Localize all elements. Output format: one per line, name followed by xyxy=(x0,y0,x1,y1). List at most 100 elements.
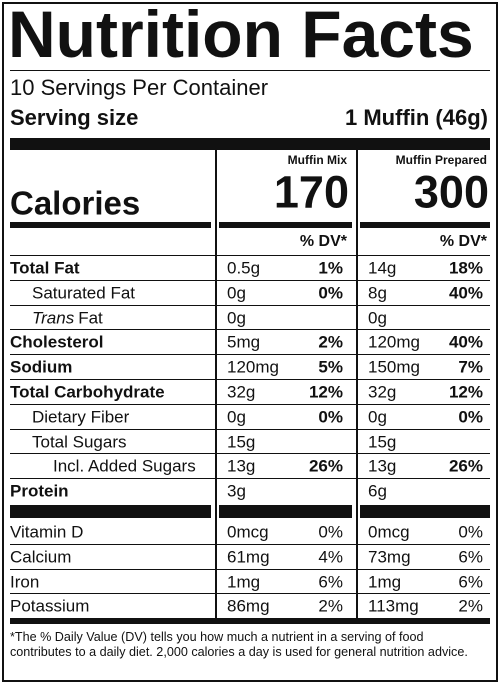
nutrient-name: Total Fat xyxy=(10,258,80,278)
nutrient-name: Sodium xyxy=(10,357,73,377)
amount: 0mcg xyxy=(368,522,410,542)
nutrient-name: Incl. Added Sugars xyxy=(53,456,196,476)
amount: 0g xyxy=(368,407,387,427)
rule xyxy=(10,505,211,518)
rule xyxy=(360,505,490,518)
amount: 32g xyxy=(227,382,256,402)
nutrient-name: Calcium xyxy=(10,547,72,567)
amount: 13g xyxy=(227,456,256,476)
daily-value: 1% xyxy=(318,258,343,278)
amount: 3g xyxy=(227,481,246,501)
rule xyxy=(10,138,490,150)
rule xyxy=(10,222,211,228)
serving-size-label: Serving size xyxy=(10,105,139,130)
daily-value: 0% xyxy=(318,522,343,542)
dv-header: % DV* xyxy=(439,233,487,250)
daily-value: 26% xyxy=(448,456,483,476)
column-divider xyxy=(215,150,217,619)
calories-value: 170 xyxy=(273,166,349,218)
amount: 0.5g xyxy=(227,258,261,278)
amount: 120mg xyxy=(227,357,279,377)
amount: 15g xyxy=(227,432,256,452)
amount: 0g xyxy=(368,308,387,328)
nutrient-name: Potassium xyxy=(10,596,90,616)
rule xyxy=(10,568,490,570)
daily-value: 0% xyxy=(458,522,483,542)
rule xyxy=(219,505,352,518)
nutrient-name: Protein xyxy=(10,481,69,501)
rule xyxy=(10,593,490,595)
rule xyxy=(10,279,490,281)
rule xyxy=(10,543,490,545)
amount: 5mg xyxy=(227,332,261,352)
amount: 0mcg xyxy=(227,522,269,542)
title: Nutrition Facts xyxy=(8,0,474,71)
daily-value: 5% xyxy=(318,357,343,377)
rule xyxy=(10,379,490,380)
amount: 15g xyxy=(368,432,397,452)
amount: 86mg xyxy=(227,596,270,616)
daily-value: 12% xyxy=(308,382,343,402)
nutrient-name: Dietary Fiber xyxy=(32,407,130,427)
nutrient-name: Total Sugars xyxy=(32,432,127,452)
rule xyxy=(10,453,490,455)
daily-value: 2% xyxy=(318,596,343,616)
amount: 0g xyxy=(227,283,246,303)
nutrient-name: Vitamin D xyxy=(10,522,84,542)
amount: 8g xyxy=(368,283,387,303)
amount: 1mg xyxy=(368,572,402,592)
rule xyxy=(10,304,490,306)
amount: 120mg xyxy=(368,332,420,352)
rule xyxy=(219,222,352,228)
rule xyxy=(10,618,490,625)
rule xyxy=(10,329,490,331)
daily-value: 40% xyxy=(448,332,483,352)
daily-value: 0% xyxy=(318,283,343,303)
rule xyxy=(10,255,490,256)
daily-value: 2% xyxy=(458,596,483,616)
nutrient-name-italic: Trans xyxy=(32,308,75,328)
column-header: Muffin Prepared xyxy=(395,153,487,167)
daily-value: 7% xyxy=(458,357,483,377)
daily-value: 26% xyxy=(308,456,343,476)
rule xyxy=(10,428,490,430)
column-divider xyxy=(356,150,358,619)
daily-value: 6% xyxy=(458,572,483,592)
calories-value: 300 xyxy=(413,166,489,218)
daily-value: 2% xyxy=(318,332,343,352)
nutrient-name: Cholesterol xyxy=(10,332,104,352)
nutrient-name: Saturated Fat xyxy=(32,283,136,303)
amount: 1mg xyxy=(227,572,261,592)
rule xyxy=(10,354,490,356)
nutrient-name: Fat xyxy=(78,308,103,328)
serving-size-value: 1 Muffin (46g) xyxy=(345,105,488,130)
rule xyxy=(360,222,490,228)
amount: 13g xyxy=(368,456,397,476)
nutrient-name: Iron xyxy=(10,572,40,592)
footnote: *The % Daily Value (DV) tells you how mu… xyxy=(10,630,468,660)
amount: 6g xyxy=(368,481,387,501)
amount: 61mg xyxy=(227,547,270,567)
amount: 0g xyxy=(227,308,246,328)
calories-label: Calories xyxy=(10,184,141,222)
nutrient-name: Total Carbohydrate xyxy=(10,382,165,402)
daily-value: 18% xyxy=(448,258,483,278)
amount: 73mg xyxy=(368,547,411,567)
daily-value: 6% xyxy=(318,572,343,592)
rule xyxy=(10,478,490,480)
daily-value: 12% xyxy=(448,382,483,402)
daily-value: 0% xyxy=(458,407,483,427)
amount: 32g xyxy=(368,382,397,402)
amount: 150mg xyxy=(368,357,420,377)
column-header: Muffin Mix xyxy=(287,153,347,167)
dv-header: % DV* xyxy=(299,233,347,250)
daily-value: 0% xyxy=(318,407,343,427)
amount: 113mg xyxy=(368,596,419,616)
rule xyxy=(10,70,490,71)
amount: 0g xyxy=(227,407,246,427)
amount: 14g xyxy=(368,258,397,278)
servings: 10 Servings Per Container xyxy=(10,75,269,100)
daily-value: 6% xyxy=(458,547,483,567)
rule xyxy=(10,403,490,405)
